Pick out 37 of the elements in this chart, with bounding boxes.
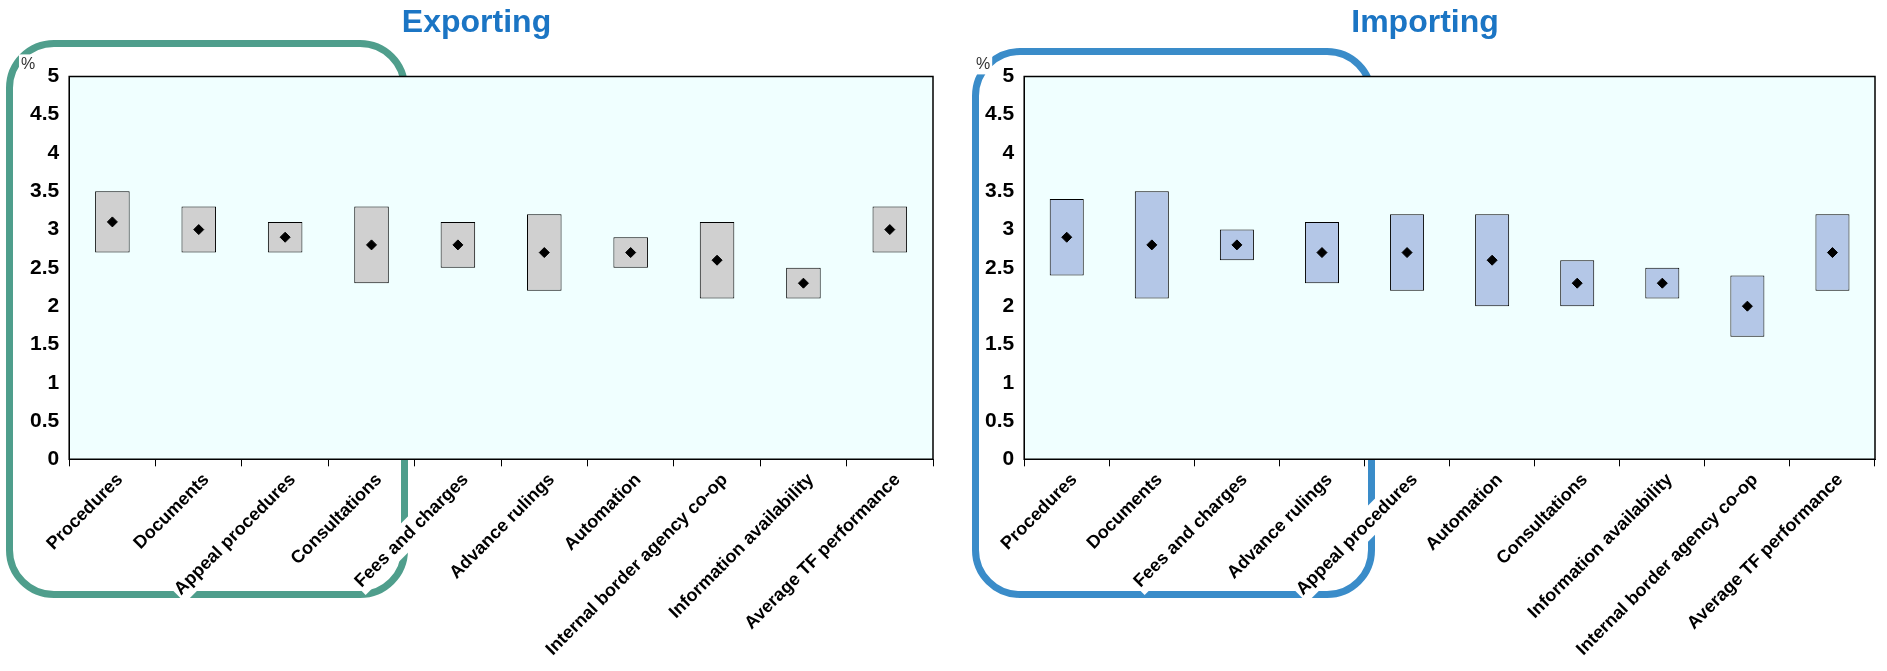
y-tick-label: 3 bbox=[1002, 216, 1015, 240]
y-tick-label: 3 bbox=[47, 216, 60, 240]
y-tick-label: 0 bbox=[1002, 446, 1015, 470]
point bbox=[1741, 300, 1753, 312]
chart-title: Importing bbox=[1351, 3, 1499, 40]
point bbox=[538, 247, 550, 259]
point bbox=[711, 254, 723, 266]
point bbox=[1146, 239, 1158, 251]
y-tick-label: 3.5 bbox=[29, 178, 60, 202]
point bbox=[1401, 247, 1413, 259]
y-tick-label: 4.5 bbox=[29, 101, 60, 125]
point bbox=[1826, 247, 1838, 259]
y-axis-title: % bbox=[20, 54, 36, 72]
y-tick-label: 2.5 bbox=[29, 254, 60, 278]
y-tick-label: 4 bbox=[1002, 139, 1015, 163]
y-tick-label: 1.5 bbox=[984, 331, 1015, 355]
y-tick-label: 2 bbox=[1002, 292, 1015, 316]
y-tick-label: 5 bbox=[1002, 63, 1015, 87]
y-tick-label: 3.5 bbox=[984, 178, 1015, 202]
y-tick-label: 0.5 bbox=[984, 407, 1015, 431]
point bbox=[1316, 247, 1328, 259]
y-tick-label: 1 bbox=[1002, 369, 1015, 393]
y-tick-label: 4.5 bbox=[984, 101, 1015, 125]
y-axis-title: % bbox=[975, 54, 991, 72]
y-tick-label: 2 bbox=[47, 292, 60, 316]
point bbox=[1061, 231, 1073, 243]
y-tick-label: 5 bbox=[47, 63, 60, 87]
point bbox=[366, 239, 378, 251]
y-tick-label: 0.5 bbox=[29, 407, 60, 431]
point bbox=[106, 216, 118, 228]
y-tick-label: 2.5 bbox=[984, 254, 1015, 278]
y-tick-label: 1.5 bbox=[29, 331, 60, 355]
y-tick-label: 0 bbox=[47, 446, 60, 470]
point bbox=[1486, 254, 1498, 266]
chart-title: Exporting bbox=[401, 3, 552, 40]
y-tick-label: 4 bbox=[47, 139, 60, 163]
y-tick-label: 1 bbox=[47, 369, 60, 393]
